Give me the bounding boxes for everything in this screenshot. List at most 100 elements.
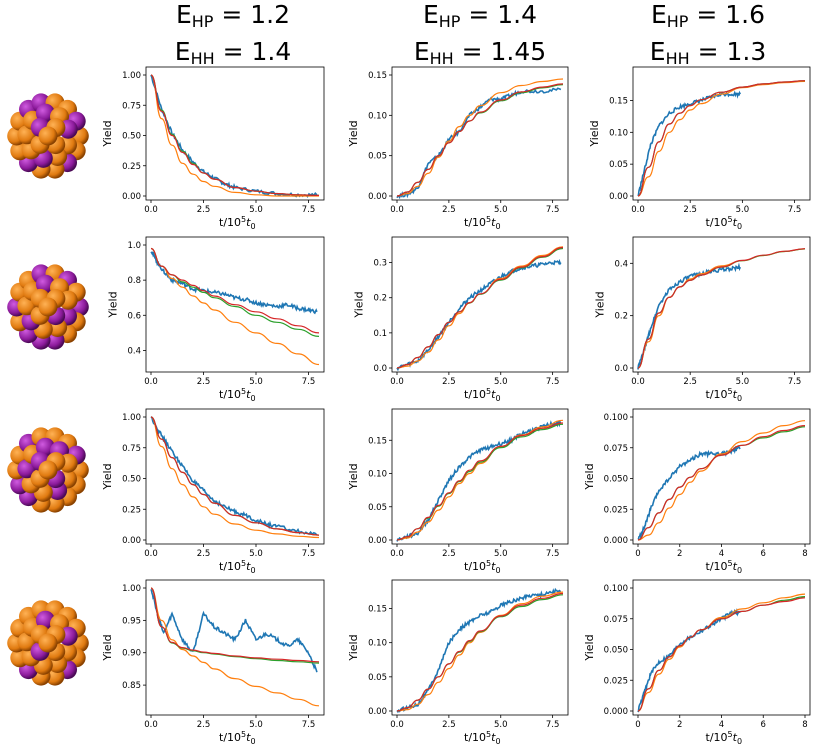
panel-r4c3-xlabel: t/105t0 bbox=[706, 730, 743, 746]
panel-r2c3-xtick-label: 5.0 bbox=[736, 377, 750, 387]
panel-r1c2-ytick-label: 0.10 bbox=[368, 111, 387, 121]
panel-r3c3-xtick-label: 4 bbox=[719, 549, 724, 559]
panel-r2c3-xtick-label: 2.5 bbox=[683, 377, 697, 387]
panel-r4c1-xlabel: t/105t0 bbox=[219, 730, 256, 746]
panel-r1c1: 0.0 2.5 5.0 7.5 0.00 0.25 0.50 0.75 1.00 Yield t/1… bbox=[101, 66, 325, 231]
panel-r1c3-xtick-label: 5.0 bbox=[736, 205, 750, 215]
panel-r3c2-ytick-label: 0.00 bbox=[368, 536, 387, 546]
panel-r1c3: 0.0 2.5 5.0 7.5 0.00 0.05 0.10 0.15 Yield t/105t0 bbox=[588, 66, 811, 231]
panel-r3c3-frame bbox=[632, 408, 811, 545]
panel-r1c1-ytick-label: 0.00 bbox=[122, 192, 141, 202]
panel-r3c1-ytick-label: 1.00 bbox=[122, 413, 141, 423]
panel-r3c1-frame bbox=[145, 408, 325, 545]
panel-r3c1-xtick-label: 2.5 bbox=[197, 549, 211, 559]
panel-r1c3-ytick-label: 0.10 bbox=[609, 128, 628, 138]
panel-r2c1-xtick-label: 7.5 bbox=[302, 377, 316, 387]
panel-r3c2-ytick-label: 0.10 bbox=[368, 470, 387, 480]
panel-r2c2-xtick-label: 7.5 bbox=[546, 377, 560, 387]
panel-r1c2-ylabel: Yield bbox=[347, 120, 360, 147]
panel-r4c2-ytick-label: 0.15 bbox=[368, 605, 387, 615]
panel-r1c1-xlabel: t/105t0 bbox=[219, 215, 256, 231]
panel-r2c1: 0.0 2.5 5.0 7.5 0.4 0.6 0.8 1.0 Yield t/105t0 bbox=[106, 236, 325, 403]
panel-r2c1-xlabel: t/105t0 bbox=[219, 387, 256, 403]
panel-r1c3-xtick-label: 0.0 bbox=[631, 205, 645, 215]
panel-r1c3-ytick-label: 0.00 bbox=[609, 192, 628, 202]
panel-r4c3-series-fit-red bbox=[637, 597, 806, 712]
panel-r2c1-series-data bbox=[150, 251, 318, 315]
panel-r4c3-ytick-label: 0.050 bbox=[604, 646, 628, 656]
panel-r1c3-xtick-label: 7.5 bbox=[788, 205, 802, 215]
column-header-1-hp: EHP = 1.2 bbox=[175, 0, 291, 31]
panel-r3c3-series-data bbox=[637, 445, 741, 541]
panel-r1c3-series-fit-green bbox=[637, 80, 806, 197]
panel-r4c1-ytick-label: 0.85 bbox=[122, 681, 141, 691]
panel-r1c2-frame bbox=[391, 66, 569, 201]
panel-r3c2-frame bbox=[391, 408, 569, 545]
panel-r3c1: 0.0 2.5 5.0 7.5 0.00 0.25 0.50 0.75 1.00 Yield t/1… bbox=[101, 408, 325, 575]
panel-r3c2-ytick-label: 0.05 bbox=[368, 503, 387, 513]
panel-r4c2-series-data bbox=[396, 587, 562, 714]
panel-r2c3-ytick-label: 0.0 bbox=[614, 364, 628, 374]
panel-r1c3-series-fit-orange bbox=[637, 80, 806, 197]
panel-r3c3-xlabel: t/105t0 bbox=[706, 559, 743, 575]
panel-r1c2-series-fit-red bbox=[396, 83, 564, 197]
column-header-1-hh: EHH = 1.4 bbox=[174, 37, 292, 68]
panel-r4c2-series-fit-red bbox=[396, 592, 564, 712]
panel-r2c1-series-fit-orange bbox=[150, 247, 320, 366]
panel-r4c3-ylabel: Yield bbox=[583, 634, 596, 661]
panel-r2c1-series-fit-green bbox=[150, 247, 320, 337]
panel-r3c2-xtick-label: 7.5 bbox=[546, 549, 560, 559]
column-header-2-hp: EHP = 1.4 bbox=[422, 0, 538, 31]
column-header-3-hp: EHP = 1.6 bbox=[650, 0, 766, 31]
panel-r4c2-xtick-label: 7.5 bbox=[546, 720, 560, 730]
panel-r3c3: 0 2 4 6 8 0.000 0.025 0.050 0.075 0.100 Yield t/105… bbox=[583, 408, 811, 575]
panel-r4c3-xtick-label: 8 bbox=[802, 720, 807, 730]
panel-r4c2-xtick-label: 0.0 bbox=[390, 720, 404, 730]
panel-r4c1-ytick-label: 0.95 bbox=[122, 616, 141, 626]
panel-r3c1-series-fit-orange bbox=[150, 416, 320, 539]
panel-r3c3-xtick-label: 0 bbox=[635, 549, 640, 559]
panel-r1c1-series-data bbox=[150, 74, 318, 198]
column-header-2: EHP = 1.4 EHH = 1.45 bbox=[380, 0, 580, 74]
panel-r1c1-series-fit-red bbox=[150, 74, 320, 196]
panel-r1c2: 0.0 2.5 5.0 7.5 0.00 0.05 0.10 0.15 Yield t/105t0 bbox=[347, 66, 569, 231]
panel-r4c3-ytick-label: 0.000 bbox=[604, 707, 628, 717]
panel-r3c2-series-fit-green bbox=[396, 423, 564, 541]
cluster-image-1 bbox=[7, 93, 89, 179]
panel-r4c1: 0.0 2.5 5.0 7.5 0.85 0.90 0.95 1.00 Yield t/105t0 bbox=[101, 579, 325, 746]
panel-r4c3-series-data bbox=[637, 607, 741, 713]
panel-r2c2-ytick-label: 0.3 bbox=[373, 259, 387, 269]
panel-r2c2-ytick-label: 0.0 bbox=[373, 364, 387, 374]
panel-r1c1-ytick-label: 0.50 bbox=[122, 132, 141, 142]
panel-r1c2-xtick-label: 0.0 bbox=[390, 205, 404, 215]
panel-r1c1-xtick-label: 5.0 bbox=[249, 205, 263, 215]
panel-r4c2-ylabel: Yield bbox=[347, 634, 360, 661]
panel-r4c2-frame bbox=[391, 579, 569, 716]
panel-r2c2-series-data bbox=[396, 258, 562, 372]
panel-r4c1-xtick-label: 7.5 bbox=[302, 720, 316, 730]
panel-r1c3-xlabel: t/105t0 bbox=[706, 215, 743, 231]
panel-r4c3-ytick-label: 0.100 bbox=[604, 584, 628, 594]
panel-r4c2-xtick-label: 2.5 bbox=[442, 720, 456, 730]
panel-r3c3-xtick-label: 6 bbox=[761, 549, 766, 559]
panel-r1c2-xtick-label: 2.5 bbox=[442, 205, 456, 215]
column-header-2-hh: EHH = 1.45 bbox=[413, 37, 547, 68]
panel-r1c3-ytick-label: 0.15 bbox=[609, 96, 628, 106]
panel-r2c1-ytick-label: 1.0 bbox=[127, 241, 141, 251]
panel-r3c2-xtick-label: 5.0 bbox=[494, 549, 508, 559]
panel-r2c3-ytick-label: 0.2 bbox=[614, 312, 628, 322]
panel-r2c1-frame bbox=[145, 236, 325, 373]
panel-r3c3-series-fit-red bbox=[637, 425, 806, 541]
panel-r3c1-series-fit-red bbox=[150, 416, 320, 536]
panel-r3c3-ytick-label: 0.100 bbox=[604, 413, 628, 423]
panel-r1c3-ytick-label: 0.05 bbox=[609, 160, 628, 170]
panel-r3c1-series-data bbox=[150, 416, 318, 536]
panel-r3c2-series-fit-orange bbox=[396, 419, 564, 541]
panel-r1c1-xtick-label: 2.5 bbox=[197, 205, 211, 215]
panel-r3c3-ytick-label: 0.075 bbox=[604, 444, 628, 454]
panel-r4c2-ytick-label: 0.10 bbox=[368, 639, 387, 649]
panel-r1c2-series-fit-orange bbox=[396, 78, 564, 197]
panel-r3c1-xtick-label: 7.5 bbox=[302, 549, 316, 559]
panel-r1c1-frame bbox=[145, 66, 325, 201]
